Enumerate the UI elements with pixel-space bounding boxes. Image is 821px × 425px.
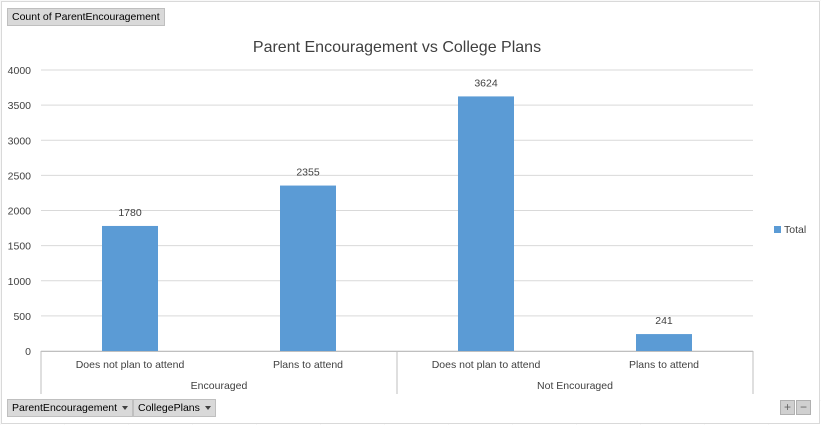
axis-field-label: ParentEncouragement xyxy=(12,402,118,414)
x-tick-label: Plans to attend xyxy=(629,359,699,371)
bar xyxy=(458,96,514,351)
expand-field-button[interactable]: + xyxy=(780,400,795,415)
axis-field-label: CollegePlans xyxy=(138,402,200,414)
y-tick-label: 3000 xyxy=(8,135,32,147)
y-tick-label: 0 xyxy=(25,346,31,358)
bar xyxy=(636,334,692,351)
y-tick-label: 2500 xyxy=(8,170,32,182)
group-label: Encouraged xyxy=(191,380,248,392)
data-label: 2355 xyxy=(296,167,320,179)
collapse-field-button[interactable]: − xyxy=(796,400,811,415)
legend-label: Total xyxy=(784,224,806,236)
y-tick-label: 4000 xyxy=(8,65,32,77)
y-tick-label: 500 xyxy=(13,311,31,323)
value-field-label: Count of ParentEncouragement xyxy=(12,11,160,23)
value-field-button[interactable]: Count of ParentEncouragement xyxy=(7,8,165,26)
axis-field-button-college-plans[interactable]: CollegePlans xyxy=(133,399,216,417)
dropdown-arrow-icon xyxy=(204,406,211,411)
dropdown-arrow-icon xyxy=(122,406,129,411)
bar xyxy=(280,185,336,351)
axis-field-button-parent-encouragement[interactable]: ParentEncouragement xyxy=(7,399,134,417)
y-tick-label: 2000 xyxy=(8,206,32,218)
data-label: 1780 xyxy=(118,207,142,219)
x-tick-label: Does not plan to attend xyxy=(76,359,185,371)
y-tick-label: 3500 xyxy=(8,100,32,112)
x-tick-label: Does not plan to attend xyxy=(432,359,541,371)
legend-swatch xyxy=(774,226,781,233)
chart-title: Parent Encouragement vs College Plans xyxy=(253,39,541,56)
y-tick-label: 1000 xyxy=(8,276,32,288)
data-label: 241 xyxy=(655,315,673,327)
y-tick-label: 1500 xyxy=(8,241,32,253)
x-tick-label: Plans to attend xyxy=(273,359,343,371)
bar xyxy=(102,225,158,351)
group-label: Not Encouraged xyxy=(537,380,613,392)
data-label: 3624 xyxy=(474,77,498,89)
